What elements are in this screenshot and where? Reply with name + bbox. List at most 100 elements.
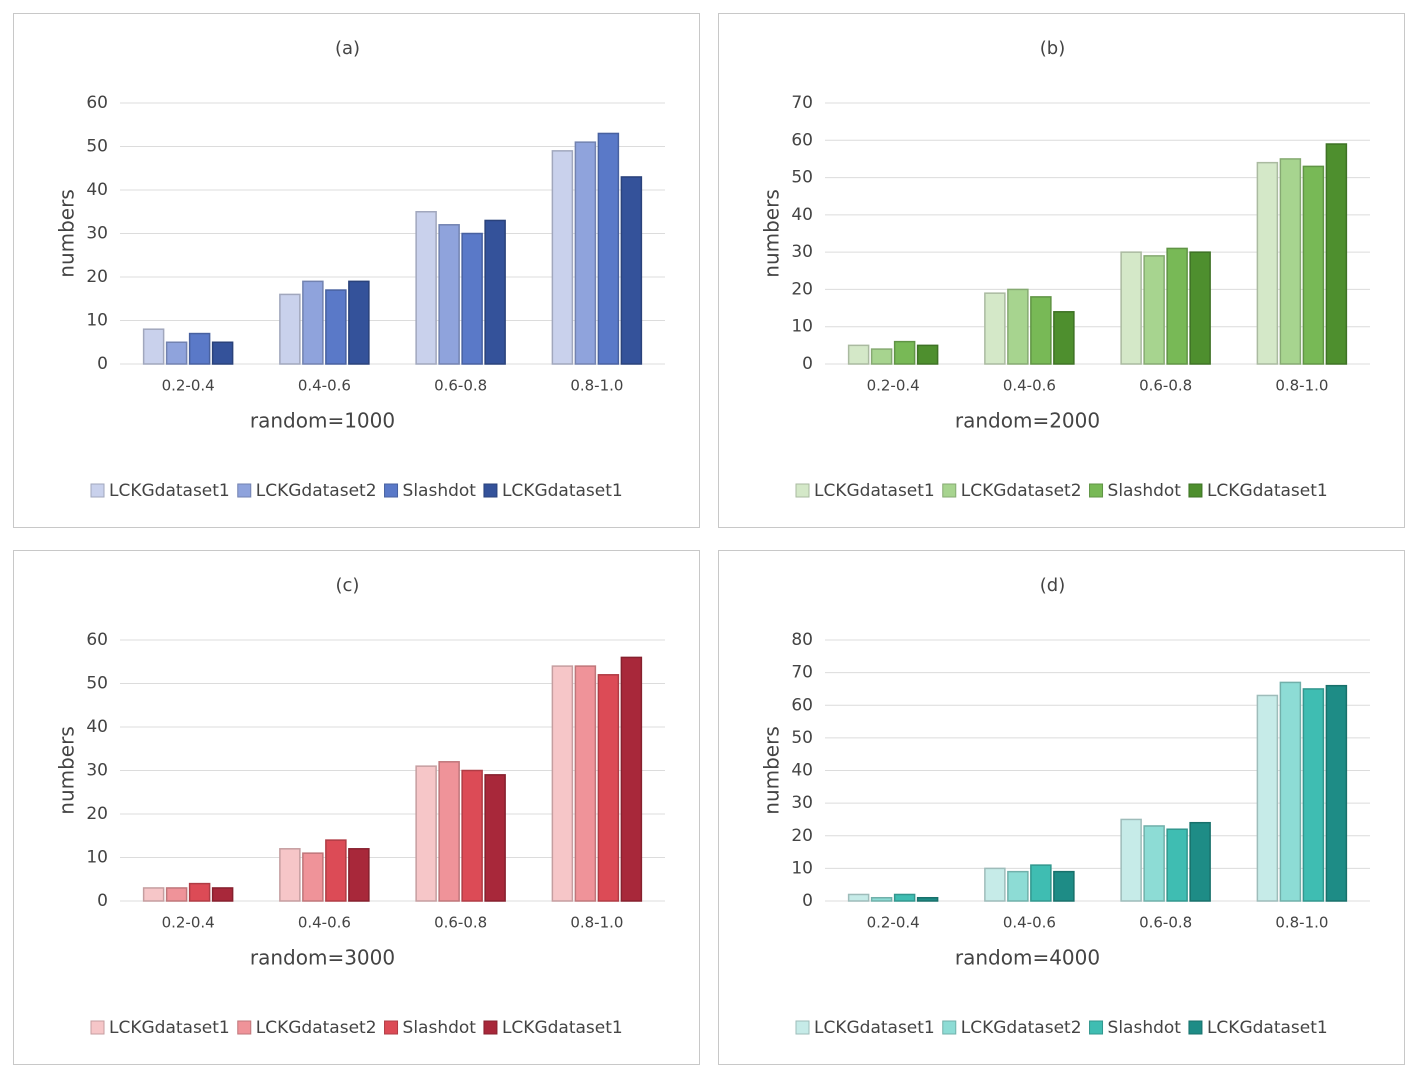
bar <box>1325 143 1348 365</box>
y-tick-label: 30 <box>86 224 108 244</box>
legend-label: Slashdot <box>403 481 477 501</box>
y-tick-label: 30 <box>791 242 813 262</box>
bar <box>484 219 506 365</box>
x-tick-label: 0.4-0.6 <box>1003 914 1056 932</box>
y-tick-label: 0 <box>97 354 108 374</box>
bar <box>1279 158 1302 365</box>
bar <box>438 224 460 365</box>
legend-swatch <box>90 483 105 498</box>
x-tick-label: 0.2-0.4 <box>867 914 920 932</box>
bar <box>165 887 188 902</box>
panel-border <box>718 550 1405 1065</box>
legend-label: LCKGdataset1 <box>814 481 935 501</box>
x-tick-label: 0.4-0.6 <box>298 377 351 395</box>
y-tick-label: 40 <box>791 761 813 781</box>
legend-swatch <box>384 1020 399 1035</box>
x-tick-label: 0.2-0.4 <box>867 377 920 395</box>
legend-label: LCKGdataset2 <box>961 1018 1082 1038</box>
y-tick-label: 10 <box>86 848 108 868</box>
bar <box>302 852 324 902</box>
chart-panel: (c) 0 10 20 30 40 50 60 numbers 0.2-0.4 0.4-0.6 0.6… <box>13 550 700 1065</box>
chart-title: (d) <box>1040 575 1065 596</box>
y-tick-label: 20 <box>86 804 108 824</box>
y-axis-label: numbers <box>55 189 79 277</box>
bar <box>325 839 347 902</box>
legend-swatch <box>1089 1020 1104 1035</box>
y-tick-label: 20 <box>791 279 813 299</box>
bar <box>1166 247 1188 365</box>
bar <box>415 211 437 365</box>
y-tick-label: 40 <box>86 180 108 200</box>
x-tick-label: 0.6-0.8 <box>434 377 487 395</box>
legend-label: Slashdot <box>1108 1018 1182 1038</box>
bar <box>165 341 188 365</box>
bar <box>1325 684 1348 902</box>
bar <box>847 893 870 902</box>
bar <box>348 848 370 902</box>
bar <box>847 344 870 365</box>
bar <box>1256 694 1279 902</box>
legend-swatch <box>384 483 399 498</box>
legend-label: LCKGdataset1 <box>502 1018 623 1038</box>
bar <box>211 341 234 365</box>
bar <box>551 665 574 902</box>
legend-label: LCKGdataset2 <box>256 1018 377 1038</box>
y-tick-label: 50 <box>86 137 108 157</box>
legend-swatch <box>942 1020 957 1035</box>
bar <box>1302 688 1325 902</box>
y-tick-label: 70 <box>791 663 813 683</box>
x-tick-label: 0.6-0.8 <box>434 914 487 932</box>
chart-panel: (b) 0 10 20 30 40 50 60 70 numbers 0.2-0.4 0.4-0.6 0… <box>718 13 1405 528</box>
legend-label: LCKGdataset1 <box>109 1018 230 1038</box>
bar <box>620 176 643 365</box>
bar <box>1302 165 1325 365</box>
bar <box>211 887 234 902</box>
bar <box>1007 870 1029 902</box>
bar <box>870 348 893 365</box>
y-tick-label: 10 <box>791 858 813 878</box>
y-tick-label: 20 <box>791 826 813 846</box>
bar <box>484 774 506 902</box>
panel-border <box>13 550 700 1065</box>
chart-panel: (d) 0 10 20 30 40 50 60 70 80 numbers 0.2-0.4 0.4-0.… <box>718 550 1405 1065</box>
legend-label: Slashdot <box>1108 481 1182 501</box>
legend-swatch <box>237 1020 252 1035</box>
y-tick-label: 40 <box>791 205 813 225</box>
x-tick-label: 0.2-0.4 <box>162 377 215 395</box>
panel-border <box>13 13 700 528</box>
legend-swatch <box>483 483 498 498</box>
bar <box>188 332 211 365</box>
bar <box>415 765 437 902</box>
bar <box>551 150 574 365</box>
bar <box>984 867 1006 902</box>
legend-label: Slashdot <box>403 1018 477 1038</box>
bar <box>916 344 939 365</box>
y-tick-label: 80 <box>791 630 813 650</box>
bar <box>1007 288 1029 365</box>
y-tick-label: 30 <box>791 793 813 813</box>
x-axis-label: random=2000 <box>955 409 1100 433</box>
y-tick-label: 60 <box>791 695 813 715</box>
bar <box>461 769 483 902</box>
bar <box>279 848 301 902</box>
y-tick-label: 0 <box>802 891 813 911</box>
bar <box>870 896 893 902</box>
bar <box>1189 251 1211 365</box>
legend-label: LCKGdataset1 <box>1207 1018 1328 1038</box>
bar <box>1053 311 1075 365</box>
y-tick-label: 30 <box>86 761 108 781</box>
legend-label: LCKGdataset1 <box>814 1018 935 1038</box>
y-tick-label: 60 <box>86 630 108 650</box>
legend-label: LCKGdataset1 <box>1207 481 1328 501</box>
x-tick-label: 0.8-1.0 <box>570 377 623 395</box>
bar <box>279 293 301 365</box>
bar <box>984 292 1006 365</box>
bar <box>574 141 597 365</box>
x-tick-label: 0.8-1.0 <box>1275 914 1328 932</box>
bar <box>597 674 620 902</box>
bar <box>1030 864 1052 902</box>
legend-swatch <box>90 1020 105 1035</box>
legend-label: LCKGdataset1 <box>109 481 230 501</box>
legend-swatch <box>942 483 957 498</box>
